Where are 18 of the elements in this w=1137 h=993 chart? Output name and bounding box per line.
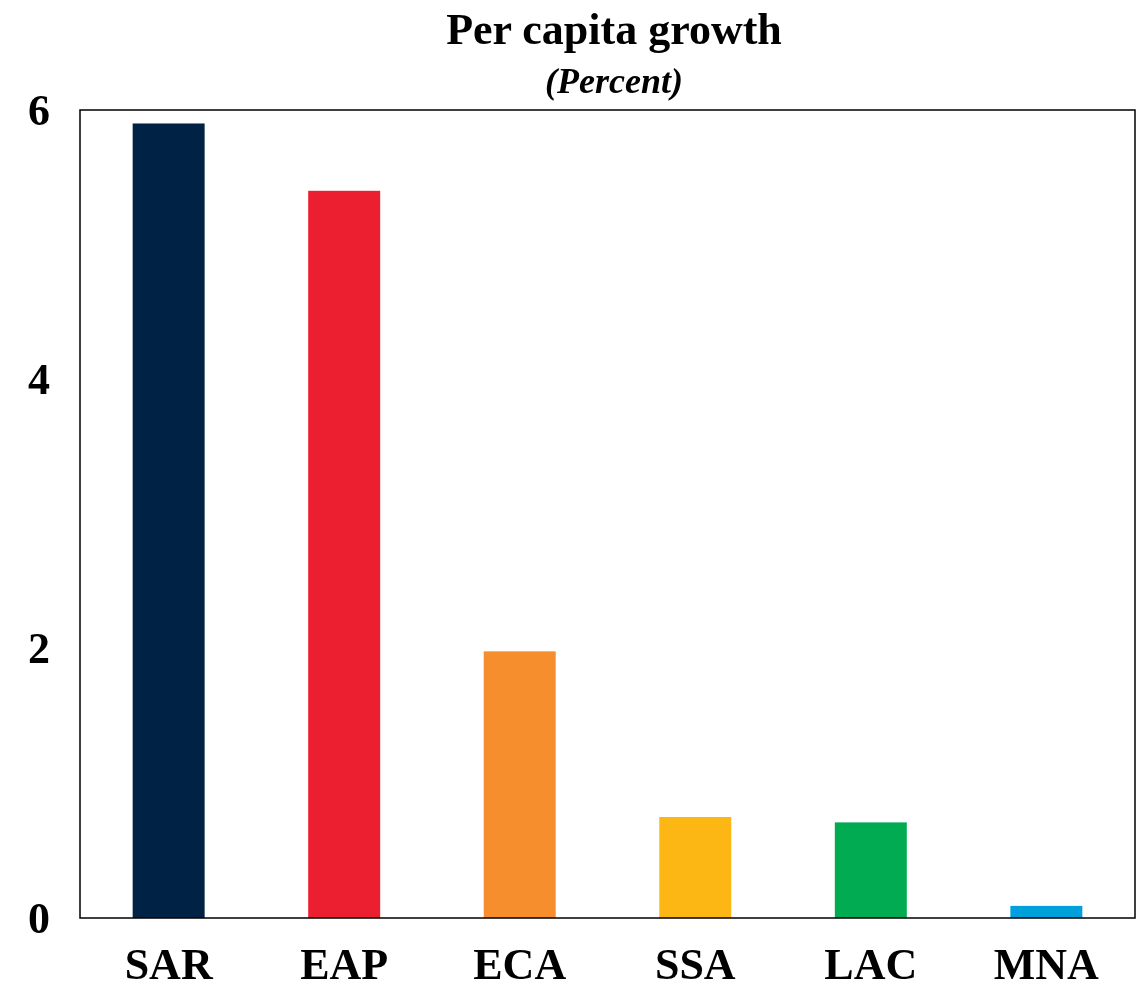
chart-title: Per capita growth [446, 5, 782, 54]
x-tick-label: MNA [993, 940, 1100, 990]
x-tick-label: ECA [473, 940, 567, 990]
bar [834, 822, 907, 918]
bar [308, 190, 381, 918]
bar [659, 817, 732, 918]
x-tick-label: SAR [124, 940, 214, 990]
x-tick-label: LAC [824, 940, 918, 990]
bar [132, 123, 205, 918]
bar [483, 651, 556, 918]
x-tick-label: EAP [300, 940, 389, 990]
y-tick-label: 6 [28, 85, 50, 135]
y-tick-label: 0 [28, 893, 50, 943]
bar [1010, 905, 1083, 918]
chart-subtitle: (Percent) [545, 61, 683, 101]
y-tick-label: 2 [28, 624, 50, 674]
x-tick-label: SSA [654, 940, 736, 990]
y-tick-label: 4 [28, 354, 50, 404]
